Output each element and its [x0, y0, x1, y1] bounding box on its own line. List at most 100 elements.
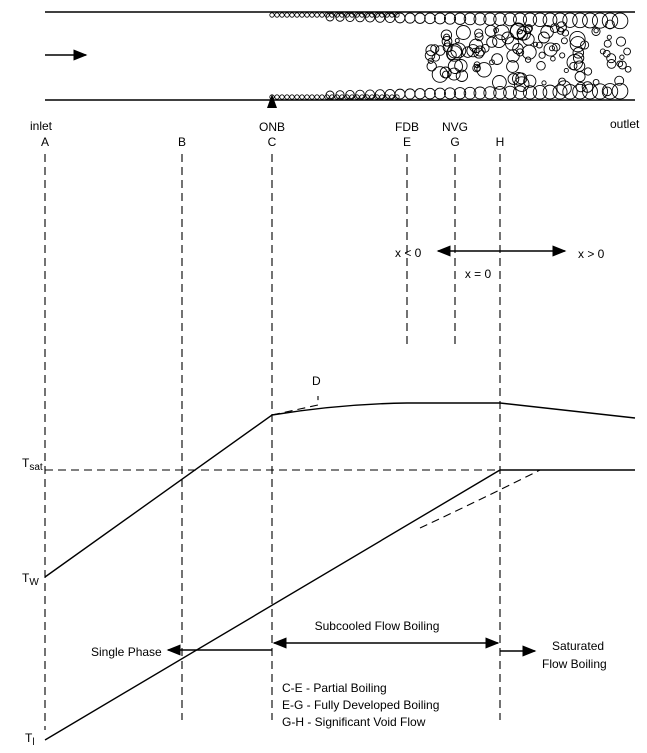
bubble [320, 13, 324, 17]
bubble [275, 95, 279, 99]
saturated-label: Saturated [552, 639, 604, 653]
bubble [624, 48, 631, 55]
bubble [504, 86, 517, 99]
bubble [612, 83, 628, 99]
bubble [584, 68, 591, 75]
bubble [544, 43, 557, 56]
fdb-label: FDB [395, 120, 419, 134]
bubble [285, 95, 289, 99]
bubble [310, 13, 314, 17]
bubble [305, 13, 309, 17]
bubble [492, 54, 503, 65]
bubble [552, 43, 560, 51]
bubble [539, 52, 545, 58]
bubble [415, 13, 425, 23]
bubble [560, 53, 565, 58]
bubble [456, 26, 470, 40]
bubble [604, 40, 611, 47]
bubble [607, 60, 616, 69]
bubble [432, 67, 448, 83]
bubble [405, 13, 415, 23]
bubble [280, 95, 284, 99]
wall-temperature [45, 403, 635, 577]
station-label: C [268, 135, 277, 149]
bubble [602, 13, 617, 28]
bubble [295, 95, 299, 99]
inlet-label: inlet [30, 119, 53, 133]
bubble [561, 38, 567, 44]
legend-item: C-E - Partial Boiling [282, 681, 387, 695]
outlet-label: outlet [610, 117, 640, 131]
bubble [594, 28, 598, 32]
bubble [525, 57, 530, 62]
bubble [425, 88, 436, 99]
quality-negative: x < 0 [395, 246, 422, 260]
bubble [607, 35, 611, 39]
bubble [315, 95, 319, 99]
bubble [395, 89, 405, 99]
bubble [615, 76, 624, 85]
bubble [564, 68, 568, 72]
bubble [620, 55, 624, 59]
nvg-label: NVG [442, 120, 468, 134]
bubble [305, 95, 309, 99]
bubble [493, 35, 506, 48]
bubble [395, 13, 405, 23]
point-d: D [312, 374, 321, 388]
station-label: E [403, 135, 411, 149]
actual-liquid [420, 470, 540, 528]
bubble [435, 88, 446, 99]
bubble [290, 95, 294, 99]
subcooled-label: Subcooled Flow Boiling [315, 619, 440, 633]
legend-item: E-G - Fully Developed Boiling [282, 698, 439, 712]
bubble [602, 84, 617, 99]
quality-zero: x = 0 [465, 267, 492, 281]
legend: C-E - Partial Boiling E-G - Fully Develop… [282, 681, 439, 729]
bubble [487, 37, 497, 47]
bubble [592, 13, 607, 28]
bubbles [270, 13, 631, 99]
bubble [310, 95, 314, 99]
quality-positive: x > 0 [578, 247, 605, 261]
pipe [45, 12, 635, 108]
boiling-diagram: inlet outlet ONB FDB NVG A B C E G H x < 0 x … [0, 0, 647, 748]
bubble [275, 13, 279, 17]
station-label: G [450, 135, 459, 149]
bubble [616, 37, 625, 46]
bubble [285, 13, 289, 17]
saturated-label: Flow Boiling [542, 657, 607, 671]
bubble [575, 72, 585, 82]
onb-marker [267, 94, 277, 108]
bubble [270, 13, 274, 17]
station-label: A [41, 135, 49, 149]
bubble [494, 13, 507, 26]
bubble [551, 56, 556, 61]
station-label: H [496, 135, 505, 149]
bubble [537, 62, 546, 71]
bubble [448, 68, 460, 80]
bubble [280, 13, 284, 17]
t-sat: Tsat [22, 456, 43, 473]
bubble [542, 81, 546, 85]
legend-item: G-H - Significant Void Flow [282, 715, 426, 729]
bubble [300, 95, 304, 99]
bubble [315, 13, 319, 17]
bubble [435, 13, 446, 24]
onb-label: ONB [259, 120, 285, 134]
station-label: B [178, 135, 186, 149]
bubble [523, 34, 535, 46]
bubble [428, 58, 433, 63]
bubble [592, 84, 607, 99]
bubble [612, 13, 628, 29]
bubble [455, 39, 459, 43]
bubble [593, 79, 599, 85]
single-phase-label: Single Phase [91, 645, 162, 659]
bubble [300, 13, 304, 17]
bubble [425, 13, 436, 24]
bubble [493, 76, 507, 90]
bubble [295, 13, 299, 17]
bubble [320, 95, 324, 99]
bubble [415, 89, 425, 99]
bubble [405, 89, 415, 99]
